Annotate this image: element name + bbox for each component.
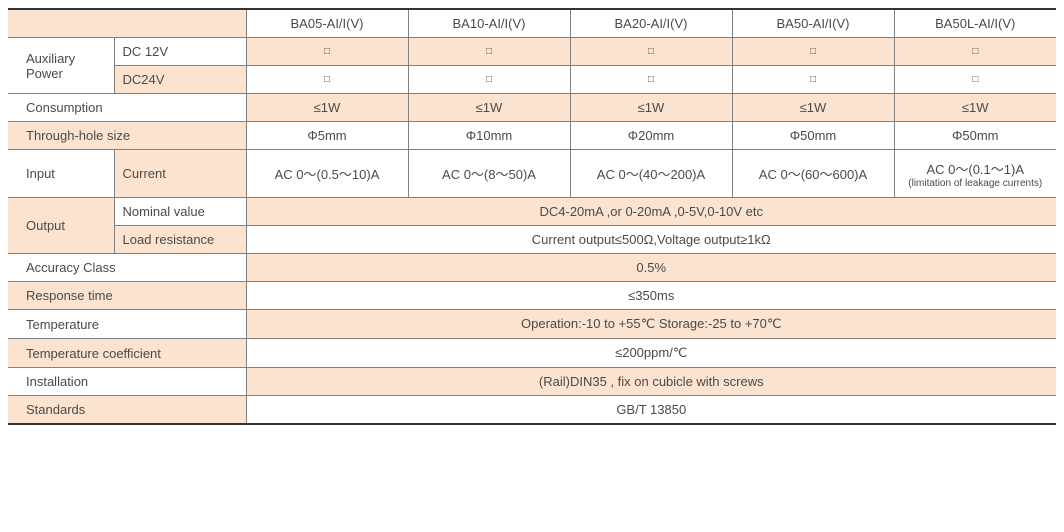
col-header-1: BA05-AI/I(V): [246, 9, 408, 38]
consumption-v5: ≤1W: [894, 94, 1056, 122]
tempcoef-label: Temperature coefficient: [8, 339, 246, 368]
aux-power-label: Auxiliary Power: [8, 38, 114, 94]
consumption-v4: ≤1W: [732, 94, 894, 122]
accuracy-value: 0.5%: [246, 254, 1056, 282]
consumption-label: Consumption: [8, 94, 246, 122]
through-hole-v4: Φ50mm: [732, 122, 894, 150]
tempcoef-value: ≤200ppm/℃: [246, 339, 1056, 368]
col-header-2: BA10-AI/I(V): [408, 9, 570, 38]
through-hole-v5: Φ50mm: [894, 122, 1056, 150]
standards-label: Standards: [8, 396, 246, 425]
header-empty: [8, 9, 246, 38]
input-current-v5: AC 0～(0.1～1)A (limitation of leakage cur…: [894, 150, 1056, 198]
dc24v-v4: □: [732, 66, 894, 94]
accuracy-label: Accuracy Class: [8, 254, 246, 282]
dc24v-v3: □: [570, 66, 732, 94]
nominal-value: DC4-20mA ,or 0-20mA ,0-5V,0-10V etc: [246, 198, 1056, 226]
dc12v-v4: □: [732, 38, 894, 66]
nominal-label: Nominal value: [114, 198, 246, 226]
dc12v-v2: □: [408, 38, 570, 66]
dc24v-label: DC24V: [114, 66, 246, 94]
consumption-v3: ≤1W: [570, 94, 732, 122]
input-current-v1: AC 0～(0.5～10)A: [246, 150, 408, 198]
through-hole-v2: Φ10mm: [408, 122, 570, 150]
installation-value: (Rail)DIN35 , fix on cubicle with screws: [246, 368, 1056, 396]
col-header-4: BA50-AI/I(V): [732, 9, 894, 38]
col-header-3: BA20-AI/I(V): [570, 9, 732, 38]
spec-table: BA05-AI/I(V) BA10-AI/I(V) BA20-AI/I(V) B…: [8, 8, 1056, 425]
dc24v-v5: □: [894, 66, 1056, 94]
standards-value: GB/T 13850: [246, 396, 1056, 425]
through-hole-label: Through-hole size: [8, 122, 246, 150]
through-hole-v3: Φ20mm: [570, 122, 732, 150]
dc12v-label: DC 12V: [114, 38, 246, 66]
response-value: ≤350ms: [246, 282, 1056, 310]
through-hole-v1: Φ5mm: [246, 122, 408, 150]
consumption-v1: ≤1W: [246, 94, 408, 122]
input-current-v5-note: (limitation of leakage currents): [905, 178, 1047, 189]
installation-label: Installation: [8, 368, 246, 396]
dc24v-v1: □: [246, 66, 408, 94]
temperature-label: Temperature: [8, 310, 246, 339]
input-current-v2: AC 0～(8～50)A: [408, 150, 570, 198]
input-current-label: Current: [114, 150, 246, 198]
load-res-value: Current output≤500Ω,Voltage output≥1kΩ: [246, 226, 1056, 254]
input-label: Input: [8, 150, 114, 198]
dc12v-v3: □: [570, 38, 732, 66]
consumption-v2: ≤1W: [408, 94, 570, 122]
input-current-v3: AC 0～(40～200)A: [570, 150, 732, 198]
response-label: Response time: [8, 282, 246, 310]
dc12v-v1: □: [246, 38, 408, 66]
input-current-v4: AC 0～(60～600)A: [732, 150, 894, 198]
temperature-value: Operation:-10 to +55℃ Storage:-25 to +70…: [246, 310, 1056, 339]
dc12v-v5: □: [894, 38, 1056, 66]
output-label: Output: [8, 198, 114, 254]
load-res-label: Load resistance: [114, 226, 246, 254]
dc24v-v2: □: [408, 66, 570, 94]
input-current-v5-text: AC 0～(0.1～1)A: [926, 162, 1024, 177]
col-header-5: BA50L-AI/I(V): [894, 9, 1056, 38]
